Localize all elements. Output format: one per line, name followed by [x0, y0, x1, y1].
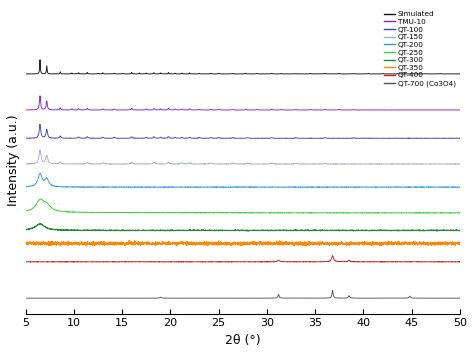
Legend: Simulated, TMU-10, QT-100, QT-150, QT-200, QT-250, QT-300, QT-350, QT-400, QT-70: Simulated, TMU-10, QT-100, QT-150, QT-20…: [383, 11, 456, 87]
X-axis label: 2θ (°): 2θ (°): [225, 334, 261, 347]
Y-axis label: Intensity (a.u.): Intensity (a.u.): [7, 114, 20, 206]
